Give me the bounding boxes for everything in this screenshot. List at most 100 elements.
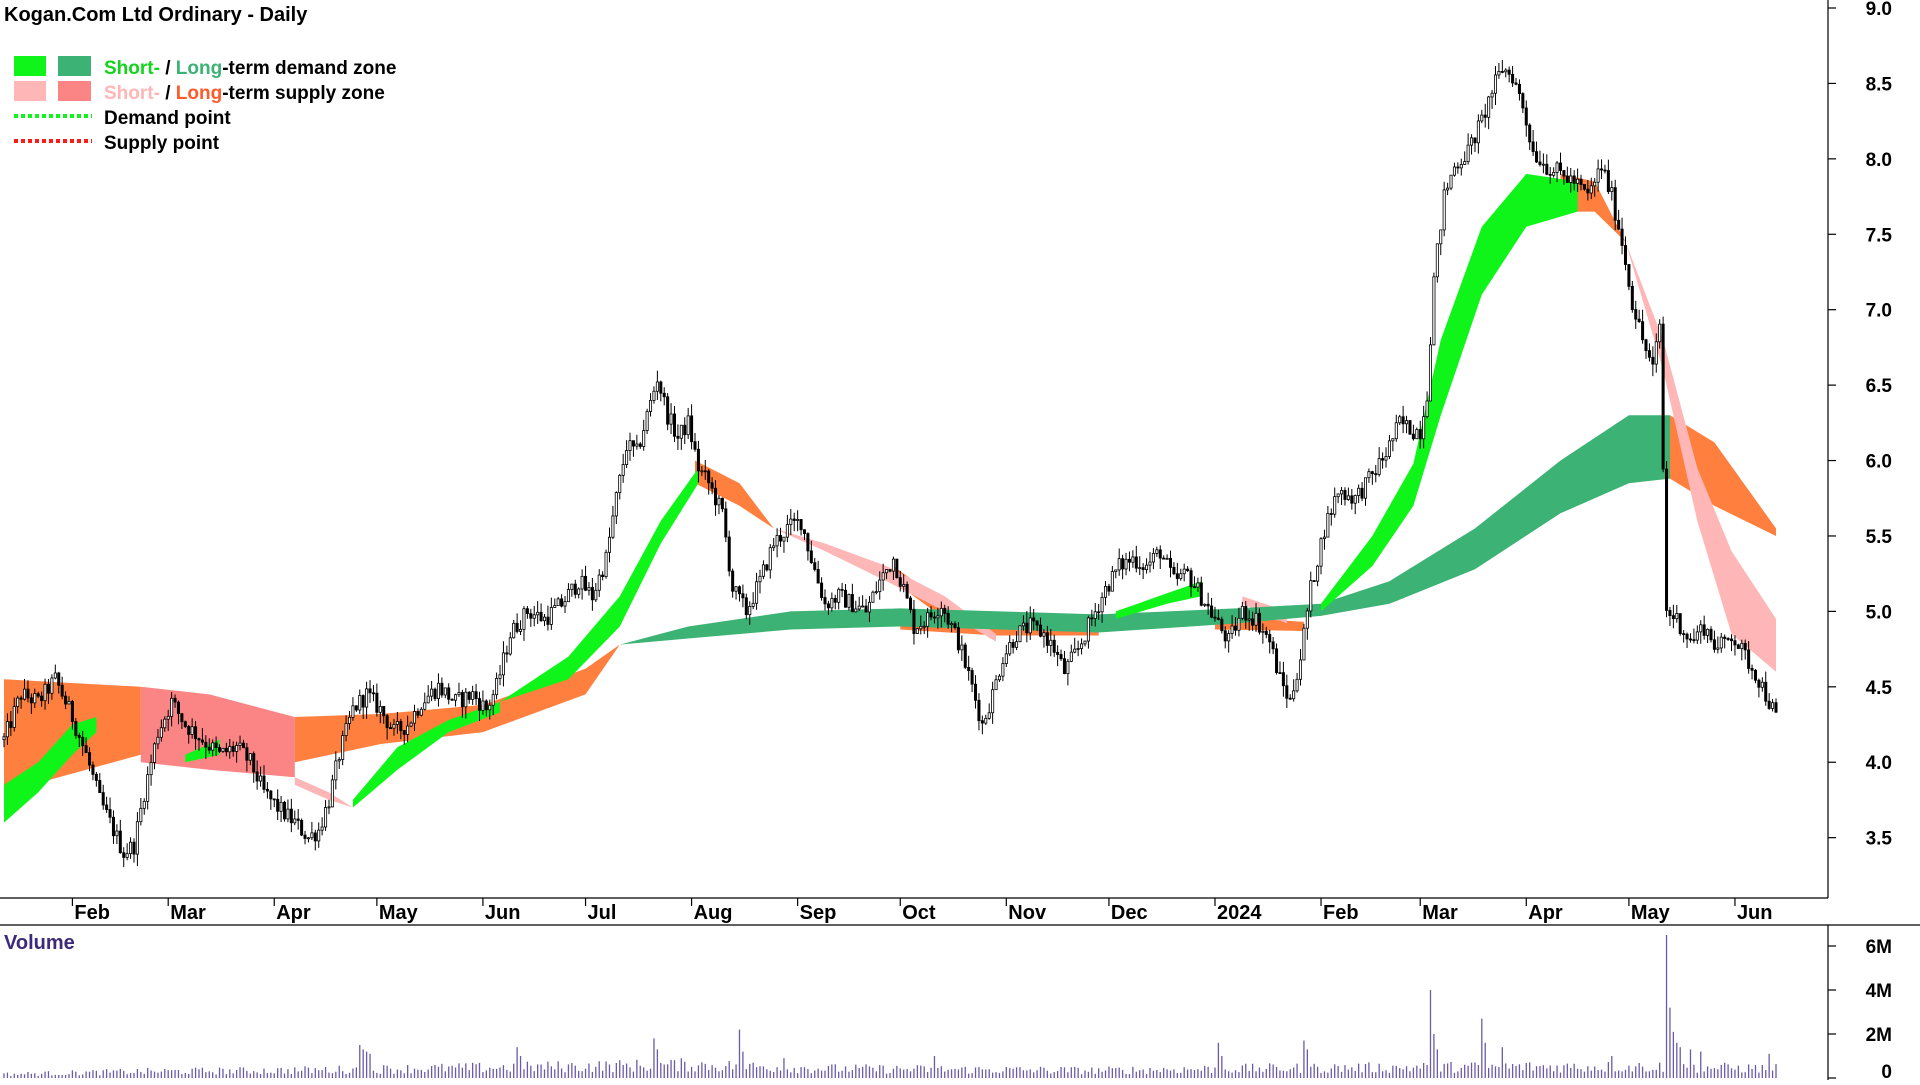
legend-swatch-short [14, 56, 46, 76]
candle [601, 571, 605, 581]
candle [477, 691, 482, 721]
candle [1582, 184, 1586, 191]
candle [1288, 694, 1292, 700]
candle [1753, 669, 1757, 684]
candle [929, 606, 933, 621]
candle [508, 632, 512, 656]
candle [1370, 470, 1374, 485]
candle [1483, 103, 1487, 128]
candle [382, 706, 386, 724]
candle [1295, 672, 1299, 693]
candle [365, 681, 369, 719]
candle [1045, 625, 1049, 653]
candle [491, 689, 495, 716]
candle [878, 571, 882, 600]
candle [1493, 66, 1498, 105]
candle [1446, 182, 1450, 196]
candle [1155, 546, 1159, 557]
candle [1613, 179, 1617, 231]
candle [454, 693, 458, 707]
candle [1736, 643, 1740, 649]
candle [1083, 640, 1087, 647]
candle [1384, 447, 1388, 468]
candle [607, 527, 612, 563]
candle [43, 678, 47, 710]
candle [881, 563, 885, 591]
candle [23, 678, 27, 701]
candle [748, 601, 752, 625]
candle [1586, 179, 1590, 201]
candle [761, 560, 765, 580]
long-term-demand-zone-14 [1321, 415, 1670, 616]
candle [1671, 604, 1675, 629]
candle [81, 730, 85, 756]
candle [1476, 114, 1480, 154]
legend-label: Demand point [104, 108, 231, 129]
candle [279, 795, 283, 823]
short-term-demand-zone-19 [1115, 581, 1202, 619]
candle [1261, 623, 1265, 644]
candle [1699, 620, 1703, 644]
price-tick-label: 4.0 [1866, 753, 1892, 774]
candle [1617, 209, 1621, 230]
candle [337, 757, 341, 769]
legend-swatch-short [14, 81, 46, 101]
candle [1110, 565, 1114, 592]
legend-label: Short- / Long-term demand zone [104, 58, 396, 79]
candle [1073, 637, 1077, 654]
candle [573, 579, 577, 599]
candle [1052, 634, 1056, 657]
candle [1346, 487, 1350, 501]
candle [864, 598, 868, 613]
candle [871, 590, 875, 603]
candle [779, 527, 783, 547]
candle [1719, 632, 1723, 653]
candle [457, 682, 461, 697]
candle [638, 442, 642, 449]
short-term-demand-zone-15 [4, 717, 97, 823]
candle [1100, 592, 1104, 623]
candle [204, 735, 208, 759]
candle [50, 674, 54, 700]
candle [218, 744, 222, 754]
short-term-demand-zone-20 [1321, 173, 1578, 612]
candle [53, 664, 57, 680]
candle [60, 676, 64, 700]
volume-layer [3, 935, 1777, 1078]
candle [1086, 615, 1090, 649]
candle [460, 689, 464, 718]
candle [1555, 160, 1559, 183]
candle [536, 601, 540, 625]
candle [19, 695, 23, 709]
candle [436, 673, 440, 707]
volume-ticks: 0 2M 4M 6M [1828, 937, 1892, 1083]
candle [1298, 649, 1303, 686]
candle [170, 692, 174, 727]
candle [1603, 164, 1607, 174]
candle [1090, 609, 1094, 626]
candle [655, 370, 659, 400]
candle [320, 817, 324, 836]
candle [1480, 109, 1484, 124]
candle [1651, 346, 1655, 377]
candle [519, 620, 523, 636]
candle [1237, 607, 1241, 637]
candle [176, 700, 180, 725]
candle [1654, 333, 1658, 373]
candle [1521, 92, 1525, 113]
candle [724, 501, 728, 543]
candle [1606, 159, 1610, 194]
candle [214, 736, 218, 756]
price-tick-label: 6.0 [1866, 452, 1892, 473]
candle [950, 621, 954, 633]
long-term-supply-zone-1 [294, 644, 620, 763]
candle [1264, 626, 1268, 639]
candle [135, 812, 139, 867]
candle [395, 711, 399, 734]
candle [549, 597, 553, 630]
candle [303, 830, 307, 845]
candles-layer [2, 59, 1778, 868]
short-term-demand-zone-16 [185, 739, 220, 763]
legend-label: Supply point [104, 133, 220, 154]
candle [1316, 564, 1320, 587]
